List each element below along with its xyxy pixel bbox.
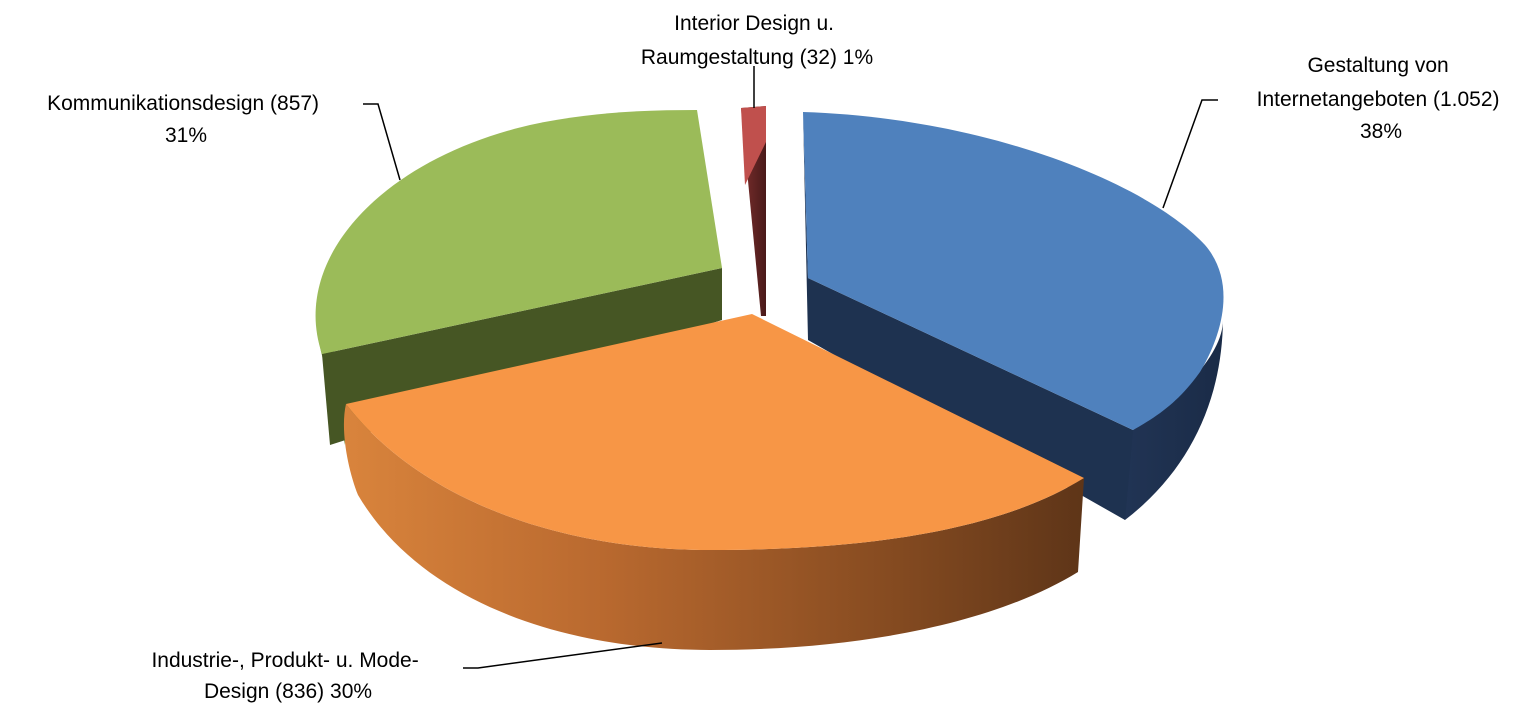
slice-interior-design-top <box>741 106 766 185</box>
slice-gestaltung-internetangebote-inner-wall <box>803 112 1133 520</box>
slice-interior-design <box>741 106 766 316</box>
data-label-gestaltung-internetangebote-line-3: 38% <box>1360 120 1402 143</box>
data-label-interior-design: Interior Design u. Raumgestaltung (32) 1… <box>641 12 873 69</box>
slice-kommunikationsdesign-top <box>315 110 722 354</box>
data-label-industrie-produkt-mode-design-line-1: Industrie-, Produkt- u. Mode- <box>151 649 418 672</box>
data-label-interior-design-line-2: Raumgestaltung (32) 1% <box>641 46 873 69</box>
slice-gestaltung-internetangebote-top <box>803 112 1224 430</box>
data-label-kommunikationsdesign-line-2: 31% <box>165 124 207 147</box>
leader-lines <box>363 66 1218 669</box>
data-label-gestaltung-internetangebote-line-2: Internetangeboten (1.052) <box>1257 88 1500 111</box>
data-labels: Interior Design u. Raumgestaltung (32) 1… <box>47 12 1506 703</box>
slice-industrie-produkt-mode-design <box>343 314 1085 650</box>
slice-industrie-produkt-mode-design-top <box>346 314 1084 550</box>
data-label-industrie-produkt-mode-design: Industrie-, Produkt- u. Mode- Design (83… <box>151 649 424 703</box>
leader-line-gestaltung-internetangebote <box>1162 99 1218 209</box>
data-label-gestaltung-internetangebote: Gestaltung von Internetangeboten (1.052)… <box>1257 54 1506 143</box>
data-label-kommunikationsdesign-line-1: Kommunikationsdesign (857) <box>47 92 319 115</box>
slice-industrie-produkt-mode-design-side <box>343 404 1085 650</box>
slice-gestaltung-internetangebote <box>803 112 1224 520</box>
data-label-industrie-produkt-mode-design-line-2: Design (836) 30% <box>204 680 372 703</box>
data-label-interior-design-line-1: Interior Design u. <box>674 12 834 35</box>
data-label-kommunikationsdesign: Kommunikationsdesign (857) 31% <box>47 92 325 147</box>
data-label-gestaltung-internetangebote-line-1: Gestaltung von <box>1307 54 1448 77</box>
leader-line-industrie-produkt-mode-design <box>463 642 663 669</box>
leader-line-kommunikationsdesign <box>363 103 401 181</box>
